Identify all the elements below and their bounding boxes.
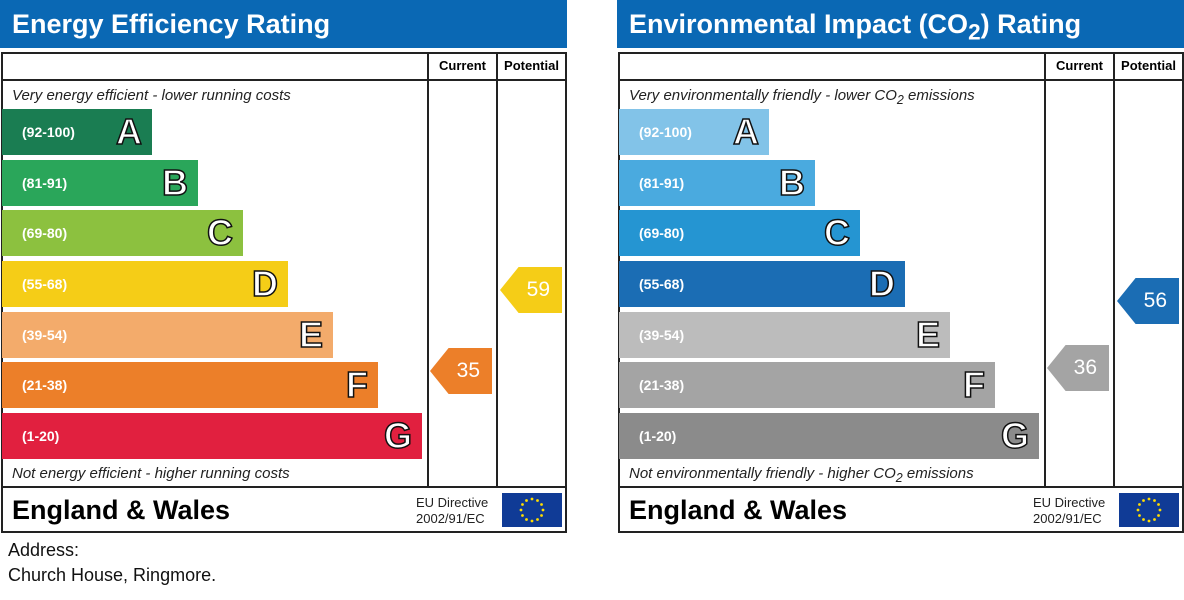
band-letter: B bbox=[778, 161, 806, 204]
address-label: Address: bbox=[8, 540, 80, 560]
region-label: England & Wales bbox=[629, 495, 848, 525]
region-label: England & Wales bbox=[12, 495, 231, 525]
band-bar-f: (21-38) F bbox=[2, 362, 378, 408]
band-bar-a: (92-100) A bbox=[2, 109, 152, 155]
band-bar-c: (69-80) C bbox=[2, 210, 243, 256]
band-bar-d: (55-68) D bbox=[2, 261, 288, 307]
band-range: (1-20) bbox=[639, 428, 677, 444]
divider bbox=[1, 79, 567, 81]
band-letter: A bbox=[115, 110, 143, 153]
divider bbox=[1113, 52, 1115, 488]
band-range: (55-68) bbox=[22, 276, 68, 292]
band-letter: D bbox=[251, 262, 279, 305]
band-range: (92-100) bbox=[22, 124, 75, 140]
divider bbox=[1, 486, 567, 488]
band-letter: C bbox=[823, 211, 851, 254]
band-bar-a: (92-100) A bbox=[619, 109, 769, 155]
band-range: (21-38) bbox=[22, 377, 68, 393]
band-range: (92-100) bbox=[639, 124, 692, 140]
divider bbox=[618, 79, 1184, 81]
band-range: (39-54) bbox=[639, 327, 685, 343]
divider bbox=[618, 486, 1184, 488]
divider bbox=[1044, 52, 1046, 488]
energy-efficiency-chart: Energy Efficiency Rating Current Potenti… bbox=[0, 0, 567, 533]
band-letter: F bbox=[345, 363, 369, 406]
band-letter: G bbox=[1000, 414, 1030, 457]
band-range: (81-91) bbox=[639, 175, 685, 191]
chart-title: Environmental Impact (CO2) Rating bbox=[617, 0, 1184, 48]
band-letter: E bbox=[915, 313, 941, 356]
band-range: (21-38) bbox=[639, 377, 685, 393]
band-bar-g: (1-20) G bbox=[619, 413, 1039, 459]
band-letter: D bbox=[868, 262, 896, 305]
top-note: Very environmentally friendly - lower CO… bbox=[629, 87, 975, 107]
band-bar-f: (21-38) F bbox=[619, 362, 995, 408]
current-column-header: Current bbox=[1056, 58, 1103, 73]
band-letter: A bbox=[732, 110, 760, 153]
band-range: (81-91) bbox=[22, 175, 68, 191]
band-letter: B bbox=[161, 161, 189, 204]
address-value: Church House, Ringmore. bbox=[8, 565, 217, 585]
eu-directive: EU Directive 2002/91/EC bbox=[1033, 495, 1106, 526]
band-bar-d: (55-68) D bbox=[619, 261, 905, 307]
eu-flag-icon bbox=[1119, 493, 1179, 527]
divider bbox=[496, 52, 498, 488]
bottom-note: Not environmentally friendly - higher CO… bbox=[629, 465, 974, 485]
band-range: (39-54) bbox=[22, 327, 68, 343]
potential-column-header: Potential bbox=[1121, 58, 1176, 73]
chart-title: Energy Efficiency Rating bbox=[0, 0, 567, 48]
divider bbox=[427, 52, 429, 488]
band-letter: G bbox=[383, 414, 413, 457]
top-note: Very energy efficient - lower running co… bbox=[12, 87, 291, 104]
band-bar-e: (39-54) E bbox=[619, 312, 950, 358]
band-bar-e: (39-54) E bbox=[2, 312, 333, 358]
band-bar-b: (81-91) B bbox=[2, 160, 198, 206]
subscript: 2 bbox=[896, 93, 904, 107]
band-range: (69-80) bbox=[22, 225, 68, 241]
band-range: (69-80) bbox=[639, 225, 685, 241]
environmental-impact-chart: Environmental Impact (CO2) Rating Curren… bbox=[617, 0, 1184, 533]
subscript: 2 bbox=[895, 471, 903, 485]
band-range: (55-68) bbox=[639, 276, 685, 292]
band-bar-g: (1-20) G bbox=[2, 413, 422, 459]
band-letter: E bbox=[298, 313, 324, 356]
band-bar-b: (81-91) B bbox=[619, 160, 815, 206]
band-range: (1-20) bbox=[22, 428, 60, 444]
eu-directive: EU Directive 2002/91/EC bbox=[416, 495, 489, 526]
bottom-note: Not energy efficient - higher running co… bbox=[12, 465, 290, 482]
band-letter: F bbox=[962, 363, 986, 406]
eu-flag-icon bbox=[502, 493, 562, 527]
current-column-header: Current bbox=[439, 58, 486, 73]
potential-column-header: Potential bbox=[504, 58, 559, 73]
band-bar-c: (69-80) C bbox=[619, 210, 860, 256]
subscript: 2 bbox=[968, 19, 981, 45]
band-letter: C bbox=[206, 211, 234, 254]
